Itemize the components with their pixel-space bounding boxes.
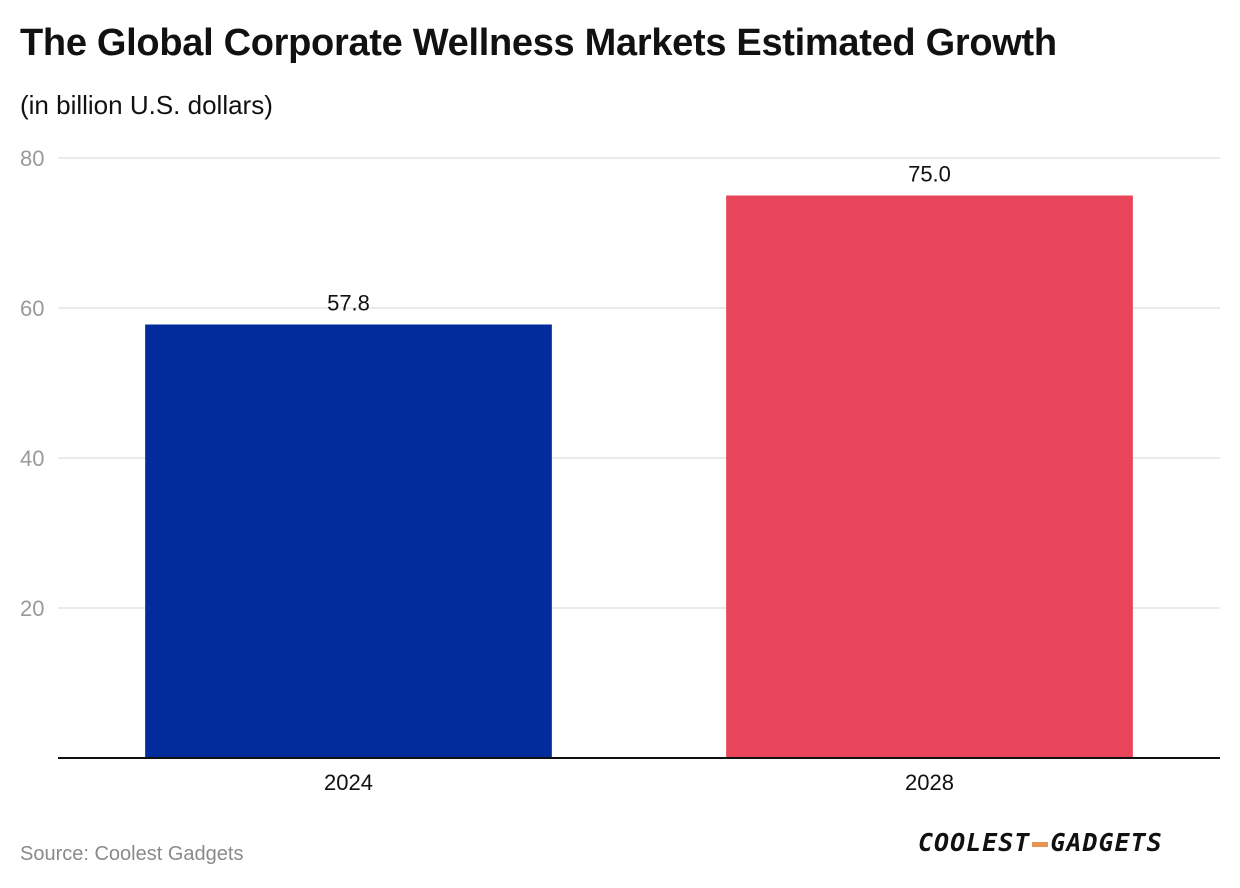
chart-title: The Global Corporate Wellness Markets Es… (20, 22, 1057, 64)
source-note: Source: Coolest Gadgets (20, 843, 244, 865)
logo-text-gadgets: GADGETS (1050, 828, 1163, 857)
x-tick-label-2024: 2024 (324, 770, 373, 795)
data-label-2028: 75.0 (908, 162, 951, 187)
y-tick-label: 40 (20, 446, 44, 471)
y-tick-label: 80 (20, 146, 44, 171)
logo-text-coolest: COOLEST (918, 828, 1031, 857)
data-label-2024: 57.8 (327, 291, 370, 316)
coolest-gadgets-logo: COOLEST GADGETS (918, 828, 1163, 857)
bar-2024[interactable] (145, 324, 552, 759)
logo-dash (1032, 841, 1049, 847)
y-tick-label: 60 (20, 296, 44, 321)
x-tick-label-2028: 2028 (905, 770, 954, 795)
chart-subtitle: (in billion U.S. dollars) (20, 90, 273, 120)
bar-2028[interactable] (726, 195, 1133, 759)
y-tick-label: 20 (20, 596, 44, 621)
